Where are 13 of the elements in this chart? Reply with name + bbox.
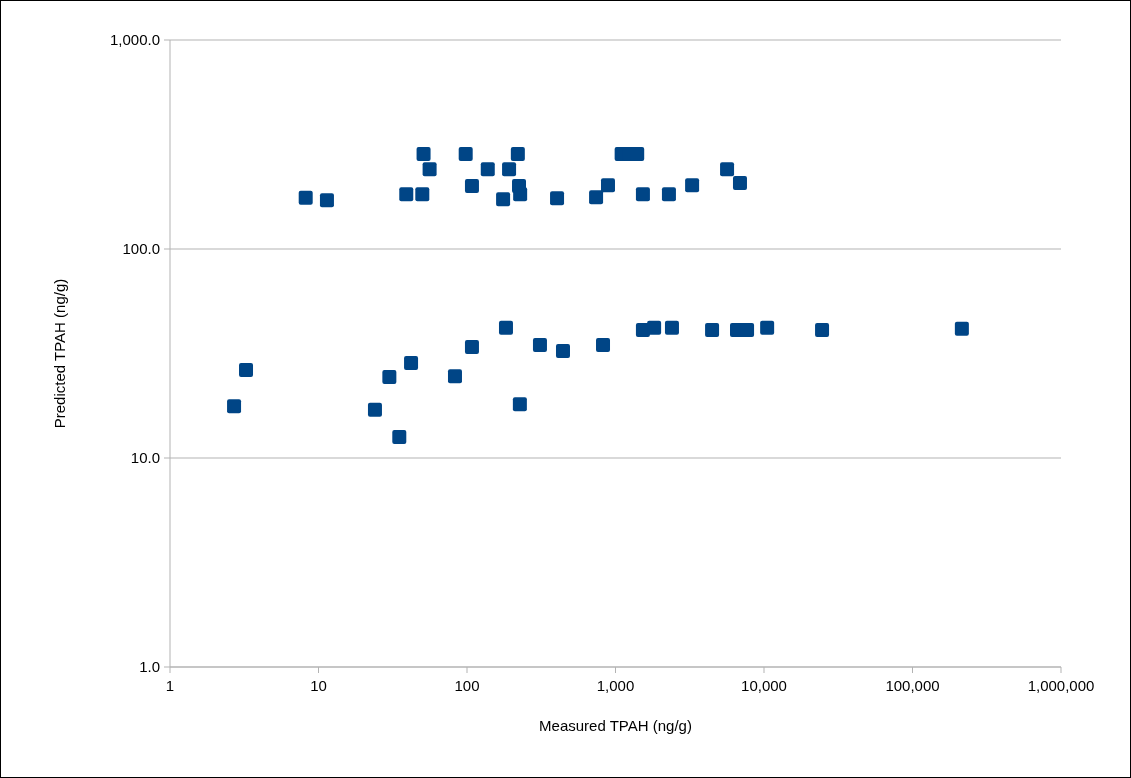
x-tick-label: 100 [454, 677, 480, 694]
x-tick-label: 10,000 [741, 677, 787, 694]
y-tick-label: 1,000.0 [109, 31, 160, 48]
x-tick-label: 10 [310, 677, 327, 694]
x-tick-label: 1,000,000 [1027, 677, 1095, 694]
x-tick-label: 1 [165, 677, 175, 694]
x-axis-title: Measured TPAH (ng/g) [539, 717, 692, 734]
x-tick-label: 1,000 [596, 677, 635, 694]
x-tick-label: 100,000 [885, 677, 940, 694]
y-tick-label: 100.0 [122, 240, 160, 257]
y-axis-title: Predicted TPAH (ng/g) [51, 278, 68, 429]
y-tick-label: 10.0 [130, 449, 160, 466]
y-tick-label: 1.0 [139, 658, 160, 675]
